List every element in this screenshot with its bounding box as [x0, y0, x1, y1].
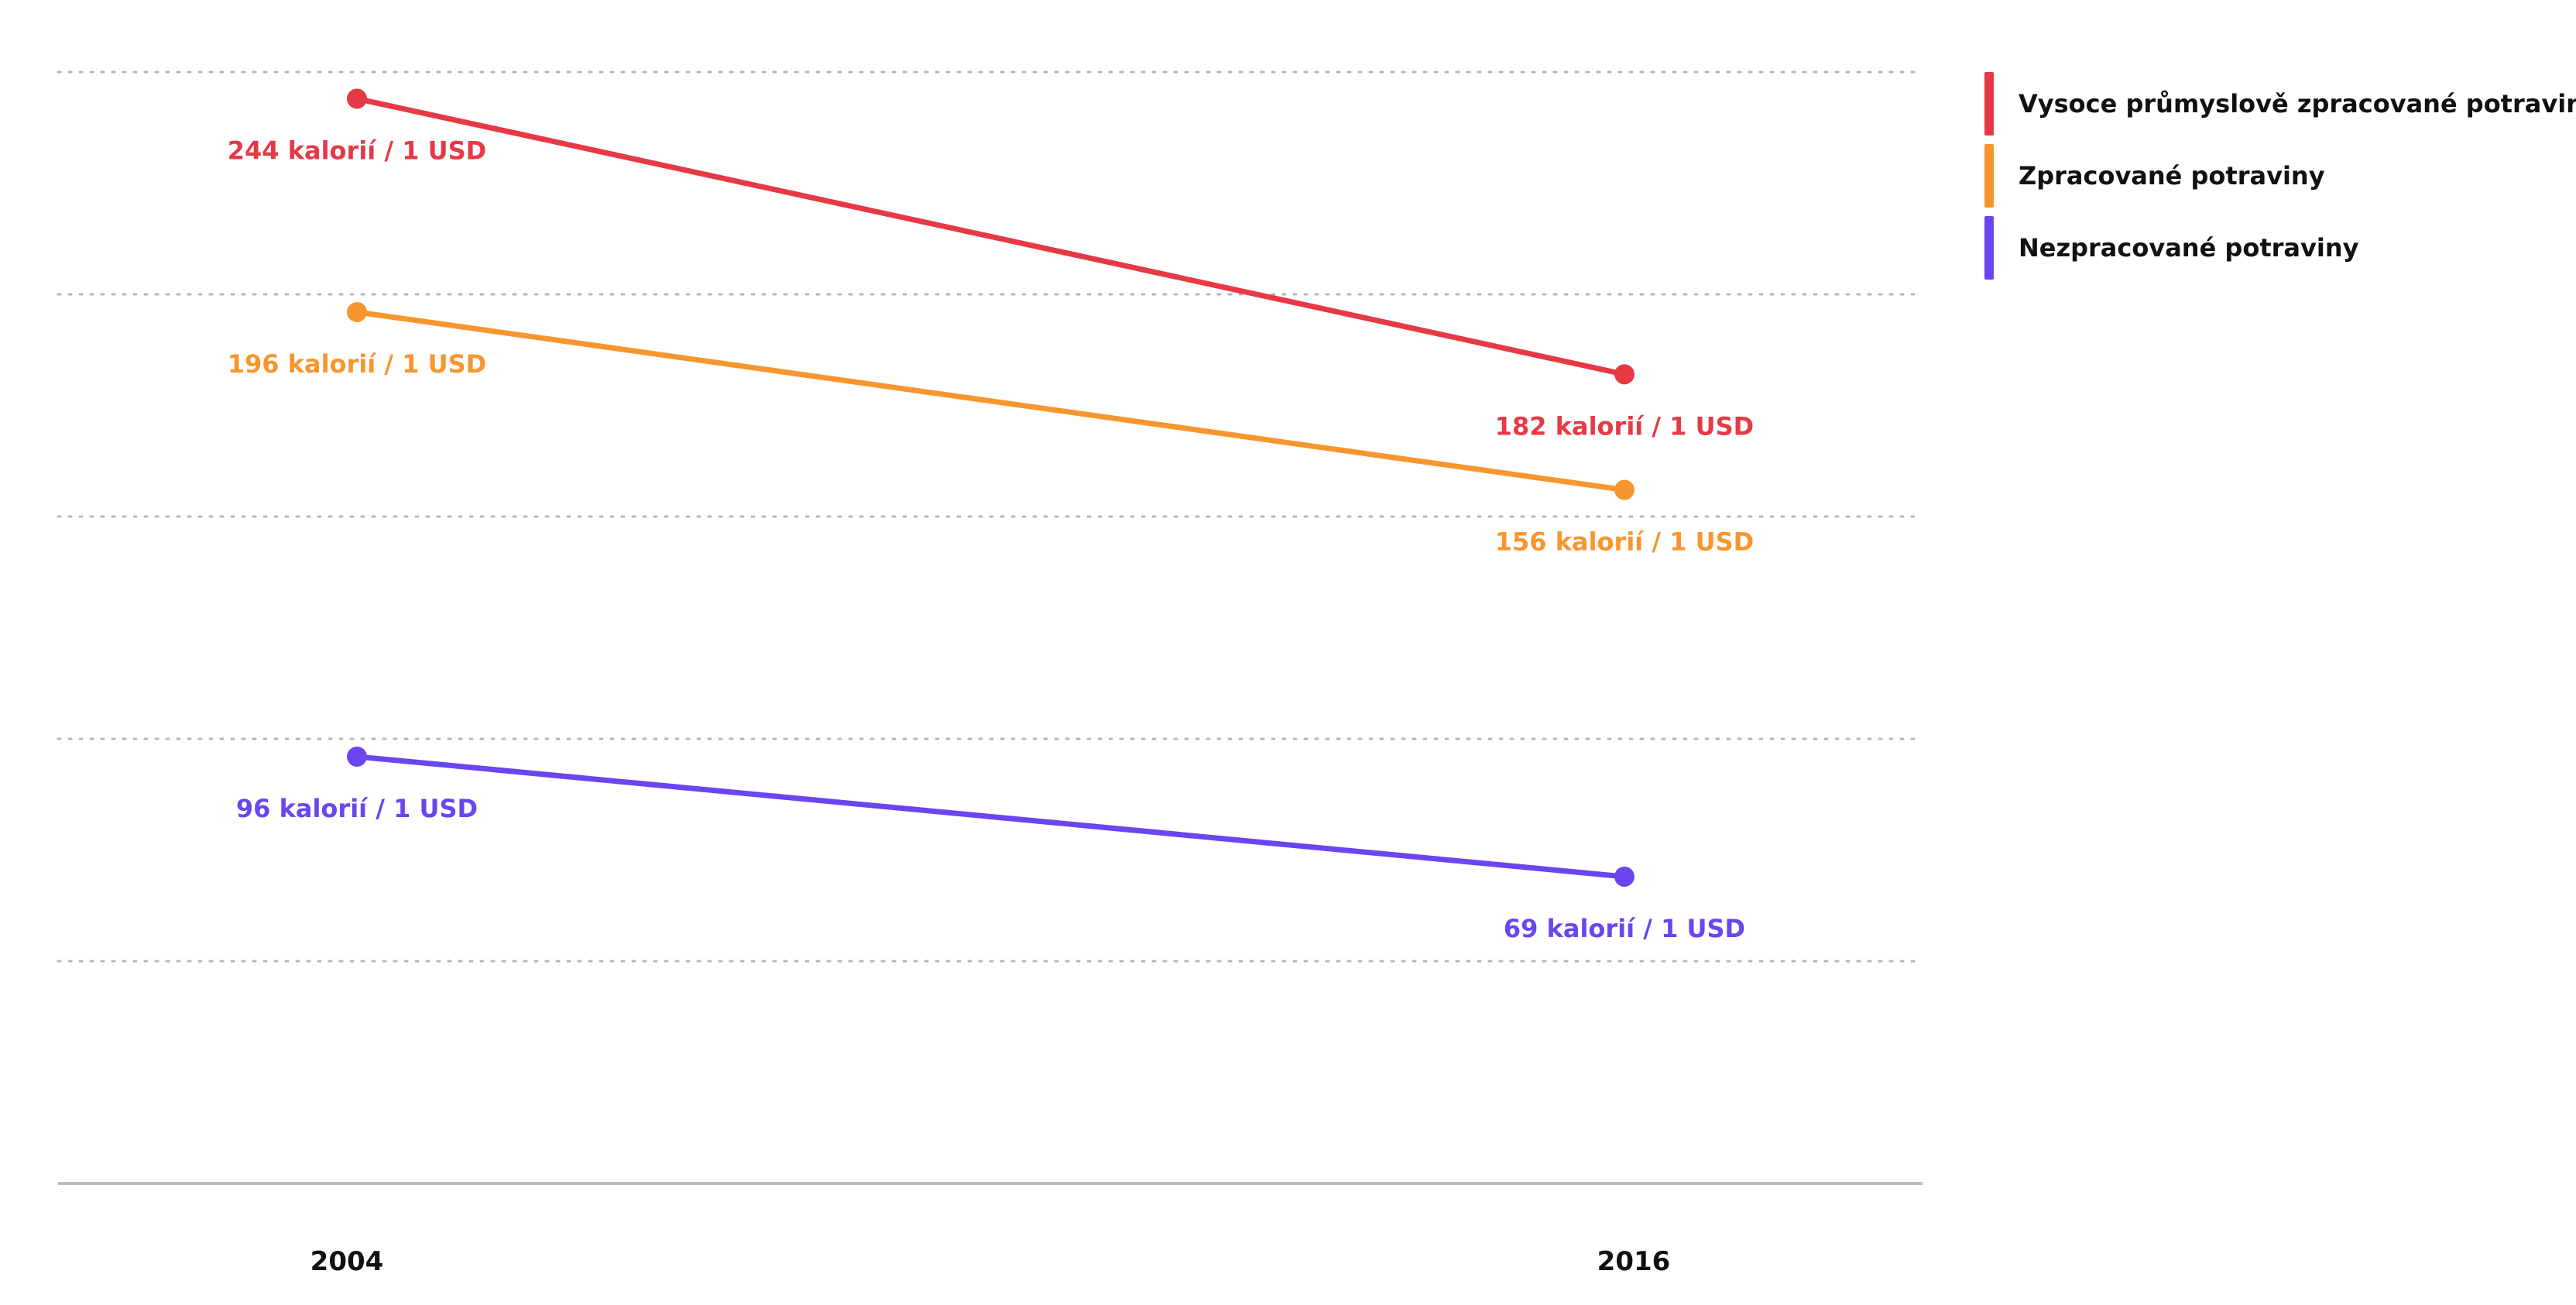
data-label-2-1: 69 kalorií / 1 USD — [1504, 914, 1745, 943]
gridlines — [57, 70, 1924, 963]
data-point-0-1 — [1614, 364, 1634, 385]
data-label-0-1: 182 kalorií / 1 USD — [1495, 411, 1754, 441]
data-point-2-1 — [1614, 866, 1634, 887]
legend-label-1: Zpracované potraviny — [2019, 161, 2325, 191]
data-label-1-0: 196 kalorií / 1 USD — [228, 349, 486, 379]
x-tick-label-2004: 2004 — [310, 1246, 384, 1277]
x-tick-label-2016: 2016 — [1597, 1246, 1671, 1277]
legend-label-2: Nezpracované potraviny — [2019, 233, 2359, 263]
data-labels: 244 kalorií / 1 USD 182 kalorií / 1 USD 19… — [228, 136, 1754, 943]
legend: Vysoce průmyslově zpracované potraviny Zp… — [1984, 72, 2576, 280]
series-line-2 — [354, 754, 1628, 880]
series-line-1 — [354, 309, 1628, 493]
series-group — [347, 88, 1634, 887]
series-line-0 — [354, 95, 1628, 377]
data-point-2-0 — [347, 746, 367, 767]
data-point-1-1 — [1614, 479, 1634, 500]
legend-swatch-1 — [1984, 144, 1994, 208]
data-label-2-0: 96 kalorií / 1 USD — [236, 794, 478, 823]
data-label-1-1: 156 kalorií / 1 USD — [1495, 527, 1754, 557]
data-label-0-0: 244 kalorií / 1 USD — [228, 136, 486, 165]
legend-swatch-0 — [1984, 72, 1994, 136]
legend-label-0: Vysoce průmyslově zpracované potraviny — [2019, 89, 2576, 118]
data-point-0-0 — [347, 88, 367, 109]
data-point-1-0 — [347, 301, 367, 322]
x-axis: 2004 2016 — [58, 1182, 1923, 1277]
legend-swatch-2 — [1984, 216, 1994, 280]
